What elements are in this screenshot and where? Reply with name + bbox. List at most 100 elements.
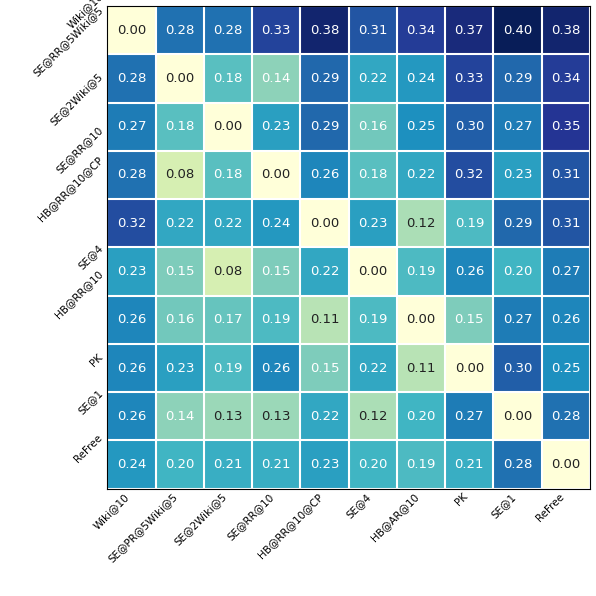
Text: 0.33: 0.33	[262, 24, 291, 36]
Text: 0.25: 0.25	[406, 120, 436, 133]
Text: 0.29: 0.29	[310, 72, 339, 85]
Text: 0.28: 0.28	[117, 72, 146, 85]
Text: 0.00: 0.00	[358, 265, 387, 278]
Text: 0.16: 0.16	[358, 120, 387, 133]
Text: 0.32: 0.32	[455, 169, 484, 181]
Text: 0.00: 0.00	[455, 362, 484, 374]
Text: 0.19: 0.19	[455, 217, 484, 229]
Text: 0.24: 0.24	[117, 458, 146, 471]
Text: 0.28: 0.28	[503, 458, 532, 471]
Text: 0.08: 0.08	[165, 169, 194, 181]
Text: 0.22: 0.22	[406, 169, 436, 181]
Text: 0.38: 0.38	[551, 24, 581, 36]
Text: 0.19: 0.19	[406, 265, 436, 278]
Text: 0.34: 0.34	[406, 24, 436, 36]
Text: 0.29: 0.29	[503, 72, 532, 85]
Text: 0.33: 0.33	[455, 72, 484, 85]
Text: 0.30: 0.30	[503, 362, 532, 374]
Text: 0.24: 0.24	[406, 72, 436, 85]
Text: 0.15: 0.15	[165, 265, 194, 278]
Text: 0.27: 0.27	[503, 313, 532, 326]
Text: 0.19: 0.19	[213, 362, 243, 374]
Text: 0.23: 0.23	[262, 120, 291, 133]
Text: 0.26: 0.26	[310, 169, 339, 181]
Text: 0.00: 0.00	[310, 217, 339, 229]
Text: 0.12: 0.12	[406, 217, 436, 229]
Text: 0.40: 0.40	[503, 24, 532, 36]
Text: 0.26: 0.26	[551, 313, 581, 326]
Text: 0.11: 0.11	[406, 362, 436, 374]
Text: 0.32: 0.32	[117, 217, 146, 229]
Text: 0.26: 0.26	[262, 362, 291, 374]
Text: 0.28: 0.28	[213, 24, 243, 36]
Text: 0.00: 0.00	[551, 458, 581, 471]
Text: 0.27: 0.27	[455, 410, 484, 423]
Text: 0.28: 0.28	[165, 24, 194, 36]
Text: 0.19: 0.19	[406, 458, 436, 471]
Text: 0.08: 0.08	[213, 265, 243, 278]
Text: 0.27: 0.27	[551, 265, 581, 278]
Text: 0.23: 0.23	[358, 217, 387, 229]
Text: 0.31: 0.31	[358, 24, 387, 36]
Text: 0.20: 0.20	[503, 265, 532, 278]
Text: 0.30: 0.30	[455, 120, 484, 133]
Text: 0.12: 0.12	[358, 410, 387, 423]
Text: 0.27: 0.27	[503, 120, 532, 133]
Text: 0.19: 0.19	[262, 313, 291, 326]
Text: 0.13: 0.13	[262, 410, 291, 423]
Text: 0.19: 0.19	[358, 313, 387, 326]
Text: 0.26: 0.26	[117, 410, 146, 423]
Text: 0.00: 0.00	[262, 169, 291, 181]
Text: 0.21: 0.21	[262, 458, 291, 471]
Text: 0.00: 0.00	[165, 72, 194, 85]
Text: 0.15: 0.15	[310, 362, 339, 374]
Text: 0.23: 0.23	[503, 169, 532, 181]
Text: 0.20: 0.20	[358, 458, 387, 471]
Text: 0.23: 0.23	[310, 458, 339, 471]
Text: 0.22: 0.22	[310, 410, 339, 423]
Text: 0.29: 0.29	[503, 217, 532, 229]
Text: 0.24: 0.24	[262, 217, 291, 229]
Text: 0.29: 0.29	[310, 120, 339, 133]
Text: 0.38: 0.38	[310, 24, 339, 36]
Text: 0.34: 0.34	[551, 72, 581, 85]
Text: 0.18: 0.18	[165, 120, 194, 133]
Text: 0.16: 0.16	[165, 313, 194, 326]
Text: 0.21: 0.21	[455, 458, 484, 471]
Text: 0.17: 0.17	[213, 313, 243, 326]
Text: 0.23: 0.23	[117, 265, 146, 278]
Text: 0.22: 0.22	[358, 362, 387, 374]
Text: 0.00: 0.00	[503, 410, 532, 423]
Text: 0.11: 0.11	[310, 313, 339, 326]
Text: 0.31: 0.31	[551, 217, 581, 229]
Text: 0.14: 0.14	[165, 410, 194, 423]
Text: 0.35: 0.35	[551, 120, 581, 133]
Text: 0.00: 0.00	[117, 24, 146, 36]
Text: 0.00: 0.00	[213, 120, 243, 133]
Text: 0.26: 0.26	[117, 362, 146, 374]
Text: 0.22: 0.22	[310, 265, 339, 278]
Text: 0.27: 0.27	[117, 120, 146, 133]
Text: 0.26: 0.26	[117, 313, 146, 326]
Text: 0.37: 0.37	[455, 24, 484, 36]
Text: 0.20: 0.20	[406, 410, 436, 423]
Text: 0.18: 0.18	[213, 169, 243, 181]
Text: 0.22: 0.22	[358, 72, 387, 85]
Text: 0.22: 0.22	[165, 217, 194, 229]
Text: 0.28: 0.28	[551, 410, 581, 423]
Text: 0.26: 0.26	[455, 265, 484, 278]
Text: 0.18: 0.18	[213, 72, 243, 85]
Text: 0.00: 0.00	[406, 313, 436, 326]
Text: 0.31: 0.31	[551, 169, 581, 181]
Text: 0.22: 0.22	[213, 217, 243, 229]
Text: 0.13: 0.13	[213, 410, 243, 423]
Text: 0.23: 0.23	[165, 362, 194, 374]
Text: 0.18: 0.18	[358, 169, 387, 181]
Text: 0.20: 0.20	[165, 458, 194, 471]
Text: 0.14: 0.14	[262, 72, 291, 85]
Text: 0.25: 0.25	[551, 362, 581, 374]
Text: 0.21: 0.21	[213, 458, 243, 471]
Text: 0.15: 0.15	[262, 265, 291, 278]
Text: 0.15: 0.15	[455, 313, 484, 326]
Text: 0.28: 0.28	[117, 169, 146, 181]
